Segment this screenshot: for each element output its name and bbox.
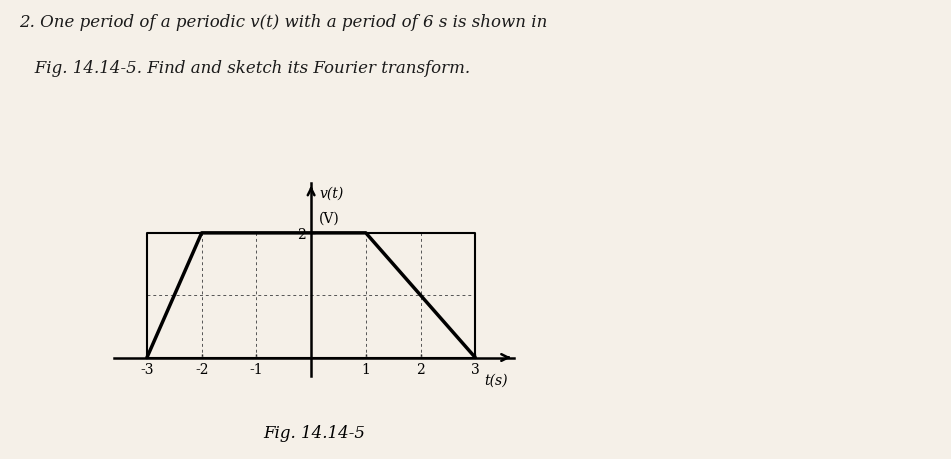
- Text: Fig. 14.14-5: Fig. 14.14-5: [262, 424, 365, 441]
- Text: Fig. 14.14-5. Find and sketch its Fourier transform.: Fig. 14.14-5. Find and sketch its Fourie…: [19, 60, 470, 77]
- Text: t(s): t(s): [485, 373, 508, 387]
- Text: (V): (V): [320, 212, 340, 225]
- Text: v(t): v(t): [320, 187, 343, 201]
- Text: 2. One period of a periodic v(t) with a period of 6 s is shown in: 2. One period of a periodic v(t) with a …: [19, 14, 548, 31]
